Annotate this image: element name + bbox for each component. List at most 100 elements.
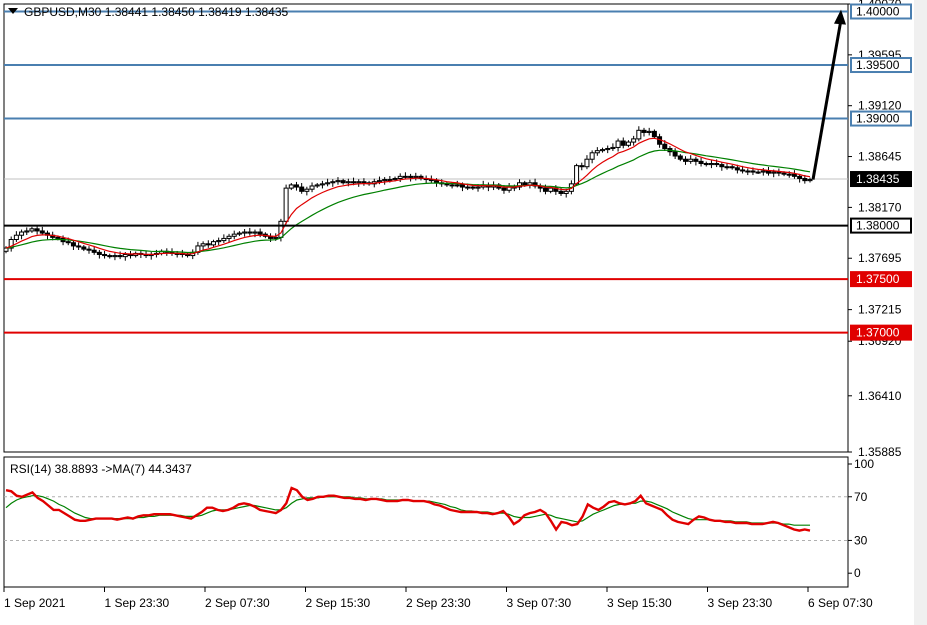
candle-body	[39, 230, 45, 234]
candle-body	[299, 186, 305, 192]
candle-body	[688, 158, 694, 162]
candle-body	[86, 248, 92, 251]
candle-body	[693, 158, 699, 162]
candle-body	[19, 231, 25, 236]
level-label: 1.37500	[856, 272, 900, 286]
level-label: 1.38000	[856, 219, 900, 233]
candle-body	[714, 163, 720, 166]
candle-body	[252, 231, 258, 234]
candle-body	[574, 165, 580, 185]
symbol-header: GBPUSD,M30 1.38441 1.38450 1.38419 1.384…	[24, 5, 289, 19]
candle-body	[34, 228, 40, 232]
level-label-inner	[852, 5, 910, 18]
candle-body	[698, 160, 704, 165]
candle-body	[786, 173, 792, 176]
candle-body	[522, 182, 528, 186]
candle-body	[3, 247, 9, 252]
time-tick-label: 3 Sep 23:30	[708, 596, 773, 610]
rsi-tick-label: 100	[854, 457, 874, 471]
candle-body	[210, 241, 216, 246]
level-label-box	[850, 324, 912, 341]
time-tick-label: 1 Sep 2021	[4, 596, 66, 610]
time-axis: 1 Sep 2021 1 Sep 23:30 2 Sep 07:30 2 Sep 15…	[3, 587, 873, 610]
candle-body	[501, 187, 507, 191]
rsi-tick-label: 70	[854, 490, 868, 504]
candle-body	[708, 163, 714, 166]
rsi-panel[interactable]: 100 70 30 0 RSI(14) 38.8893 ->MA(7) 44.3437	[3, 456, 874, 588]
time-tick-label: 3 Sep 07:30	[507, 596, 572, 610]
candle-body	[24, 230, 30, 233]
candle-body	[631, 138, 637, 143]
time-tick-label: 3 Sep 15:30	[607, 596, 672, 610]
candle-body	[594, 150, 600, 154]
candle-body	[459, 184, 465, 188]
candle-body	[293, 184, 299, 188]
candle-body	[454, 184, 460, 187]
candle-body	[257, 231, 263, 235]
price-panel[interactable]: 1.400701.395951.391201.386451.381701.376…	[3, 0, 912, 459]
candle-body	[677, 155, 683, 160]
candle-body	[449, 184, 455, 187]
candle-body	[802, 177, 808, 182]
candle-body	[444, 183, 450, 186]
price-tick-label: 1.38170	[858, 200, 902, 214]
candle-body	[610, 146, 616, 150]
candle-body	[361, 181, 367, 184]
candle-body	[760, 170, 766, 173]
candle-body	[434, 180, 440, 184]
candle-body	[236, 232, 242, 235]
candle-body	[356, 181, 362, 184]
moving-average-fast	[5, 137, 811, 255]
candle-body	[781, 172, 787, 175]
candle-body	[641, 129, 647, 133]
candle-body	[242, 231, 248, 234]
candle-body	[345, 181, 351, 184]
price-tick-label: 1.38645	[858, 150, 902, 164]
price-tick-label: 1.36410	[858, 389, 902, 403]
candle-body	[620, 140, 626, 146]
candle-body	[402, 175, 408, 178]
candle-body	[340, 180, 346, 184]
candle-body	[185, 253, 191, 257]
candle-body	[91, 249, 97, 253]
level-label: 1.39000	[856, 112, 900, 126]
time-tick-label: 2 Sep 15:30	[306, 596, 371, 610]
rsi-panel-frame	[3, 456, 849, 588]
candle-body	[589, 152, 595, 160]
candle-body	[304, 188, 310, 192]
candle-body	[703, 163, 709, 166]
candle-body	[81, 246, 87, 250]
candle-body	[579, 165, 585, 168]
candle-body	[102, 253, 108, 257]
projection-arrow-line	[811, 19, 843, 180]
level-label-inner	[852, 59, 910, 72]
candle-body	[112, 255, 118, 258]
candle-body	[376, 180, 382, 183]
time-tick-label: 6 Sep 07:30	[808, 596, 873, 610]
candle-body	[646, 130, 652, 133]
time-tick-label: 2 Sep 07:30	[205, 596, 270, 610]
candle-body	[740, 169, 746, 172]
candle-body	[127, 253, 133, 257]
candle-body	[605, 148, 611, 151]
rsi-line	[5, 486, 811, 532]
candle-body	[273, 236, 279, 239]
candle-body	[205, 243, 211, 246]
level-label-inner	[852, 112, 910, 125]
candle-body	[776, 171, 782, 174]
candle-body	[719, 164, 725, 168]
candle-body	[600, 149, 606, 152]
candle-body	[558, 190, 564, 194]
candle-body	[791, 173, 797, 177]
candle-body	[319, 183, 325, 186]
candle-body	[625, 141, 631, 146]
candle-body	[563, 190, 569, 194]
candle-body	[221, 237, 227, 242]
candle-body	[672, 151, 678, 157]
candle-body	[397, 175, 403, 179]
time-tick-label: 2 Sep 23:30	[406, 596, 471, 610]
candle-body	[465, 186, 471, 189]
candle-body	[335, 180, 341, 183]
candle-body	[408, 175, 414, 178]
